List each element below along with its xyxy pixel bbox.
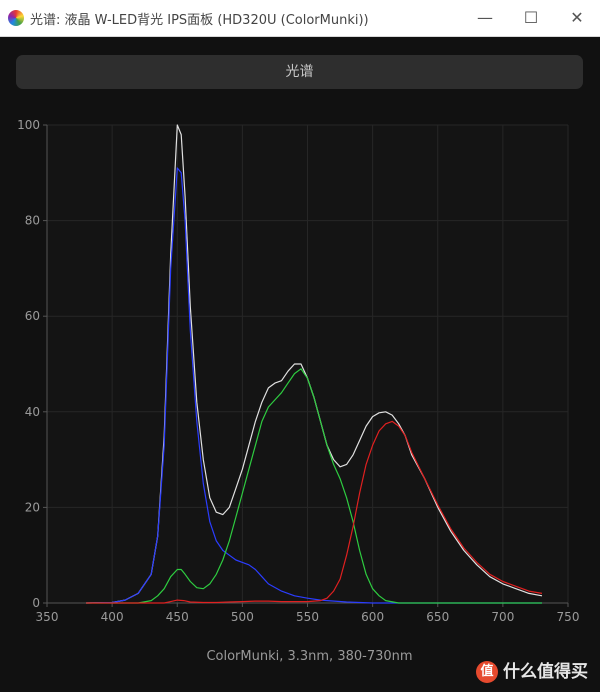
x-tick-label: 750 <box>557 610 580 624</box>
series-line-2 <box>86 368 542 604</box>
watermark: 值什么值得买 <box>476 657 588 683</box>
series-line-1 <box>86 167 542 604</box>
spectrum-chart: 350 400 450 500 550 600 650 700 750 0 20 40 60 80 100 C… <box>17 118 580 664</box>
x-tick-label: 450 <box>166 610 189 624</box>
watermark-text: 什么值得买 <box>503 662 588 682</box>
x-tick-label: 350 <box>36 610 59 624</box>
y-tick-label: 100 <box>17 118 40 132</box>
maximize-button[interactable]: ☐ <box>523 8 539 27</box>
y-tick-label: 40 <box>25 405 40 419</box>
x-tick-label: 400 <box>101 610 124 624</box>
y-tick-label: 0 <box>32 596 40 610</box>
minimize-button[interactable]: — <box>477 8 493 27</box>
title-bar: 光谱: 液晶 W-LED背光 IPS面板 (HD320U (ColorMunki… <box>0 0 600 37</box>
y-tick-label: 20 <box>25 500 40 514</box>
x-tick-label: 550 <box>296 610 319 624</box>
x-tick-label: 500 <box>231 610 254 624</box>
x-tick-label: 700 <box>491 610 514 624</box>
x-axis-label: ColorMunki, 3.3nm, 380-730nm <box>206 649 412 664</box>
y-tick-label: 60 <box>25 309 40 323</box>
x-tick-label: 650 <box>426 610 449 624</box>
tab-spectrum[interactable]: 光谱 <box>16 55 583 89</box>
brand-logo-icon: 值 <box>476 661 498 683</box>
x-tick-label: 600 <box>361 610 384 624</box>
close-button[interactable]: ✕ <box>570 8 584 27</box>
window-title: 光谱: 液晶 W-LED背光 IPS面板 (HD320U (ColorMunki… <box>30 13 369 28</box>
series-line-3 <box>86 420 543 604</box>
app-logo-icon <box>8 10 24 26</box>
y-tick-label: 80 <box>25 214 40 228</box>
